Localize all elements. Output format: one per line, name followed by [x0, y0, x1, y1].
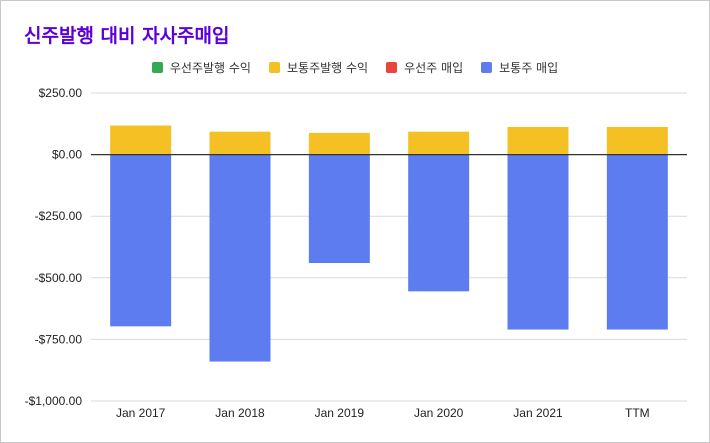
y-tick-label: -$1,000.00	[25, 394, 83, 408]
x-tick-label: Jan 2017	[116, 406, 166, 420]
bar[interactable]	[308, 132, 370, 155]
legend-item-preferred-issuance[interactable]: 우선주발행 수익	[151, 59, 251, 76]
x-tick-label: Jan 2018	[215, 406, 265, 420]
bar[interactable]	[110, 125, 172, 155]
legend-label-preferred-buyback: 우선주 매입	[404, 61, 464, 75]
legend-swatch-preferred-issuance	[151, 62, 163, 73]
legend-item-preferred-buyback[interactable]: 우선주 매입	[386, 59, 463, 76]
legend-swatch-preferred-buyback	[386, 62, 398, 73]
bar[interactable]	[308, 154, 370, 264]
legend-item-common-buyback[interactable]: 보통주 매입	[481, 59, 558, 76]
legend: 우선주발행 수익 보통주발행 수익 우선주 매입 보통주 매입	[1, 59, 709, 76]
bar[interactable]	[606, 127, 668, 155]
bar[interactable]	[507, 127, 569, 155]
bar[interactable]	[408, 131, 470, 155]
y-tick-label: $0.00	[52, 148, 82, 162]
legend-label-preferred-issuance: 우선주발행 수익	[169, 61, 251, 75]
legend-label-common-buyback: 보통주 매입	[499, 61, 559, 75]
bar[interactable]	[209, 131, 271, 155]
bar[interactable]	[209, 154, 271, 362]
x-tick-label: Jan 2021	[513, 406, 563, 420]
legend-swatch-common-buyback	[481, 62, 493, 73]
y-tick-label: -$750.00	[35, 332, 83, 346]
bar[interactable]	[507, 154, 569, 330]
y-tick-label: -$250.00	[35, 209, 83, 223]
x-tick-label: Jan 2019	[315, 406, 365, 420]
legend-label-common-issuance: 보통주발행 수익	[286, 61, 369, 75]
x-tick-label: TTM	[625, 406, 650, 420]
x-tick-label: Jan 2020	[414, 406, 464, 420]
chart-title: 신주발행 대비 자사주매입	[24, 25, 230, 47]
legend-swatch-common-issuance	[268, 62, 280, 73]
bar[interactable]	[606, 154, 668, 330]
legend-item-common-issuance[interactable]: 보통주발행 수익	[268, 59, 369, 76]
y-tick-label: $250.00	[39, 86, 83, 100]
y-tick-label: -$500.00	[35, 271, 83, 285]
bar[interactable]	[408, 154, 470, 292]
bar[interactable]	[110, 154, 172, 327]
